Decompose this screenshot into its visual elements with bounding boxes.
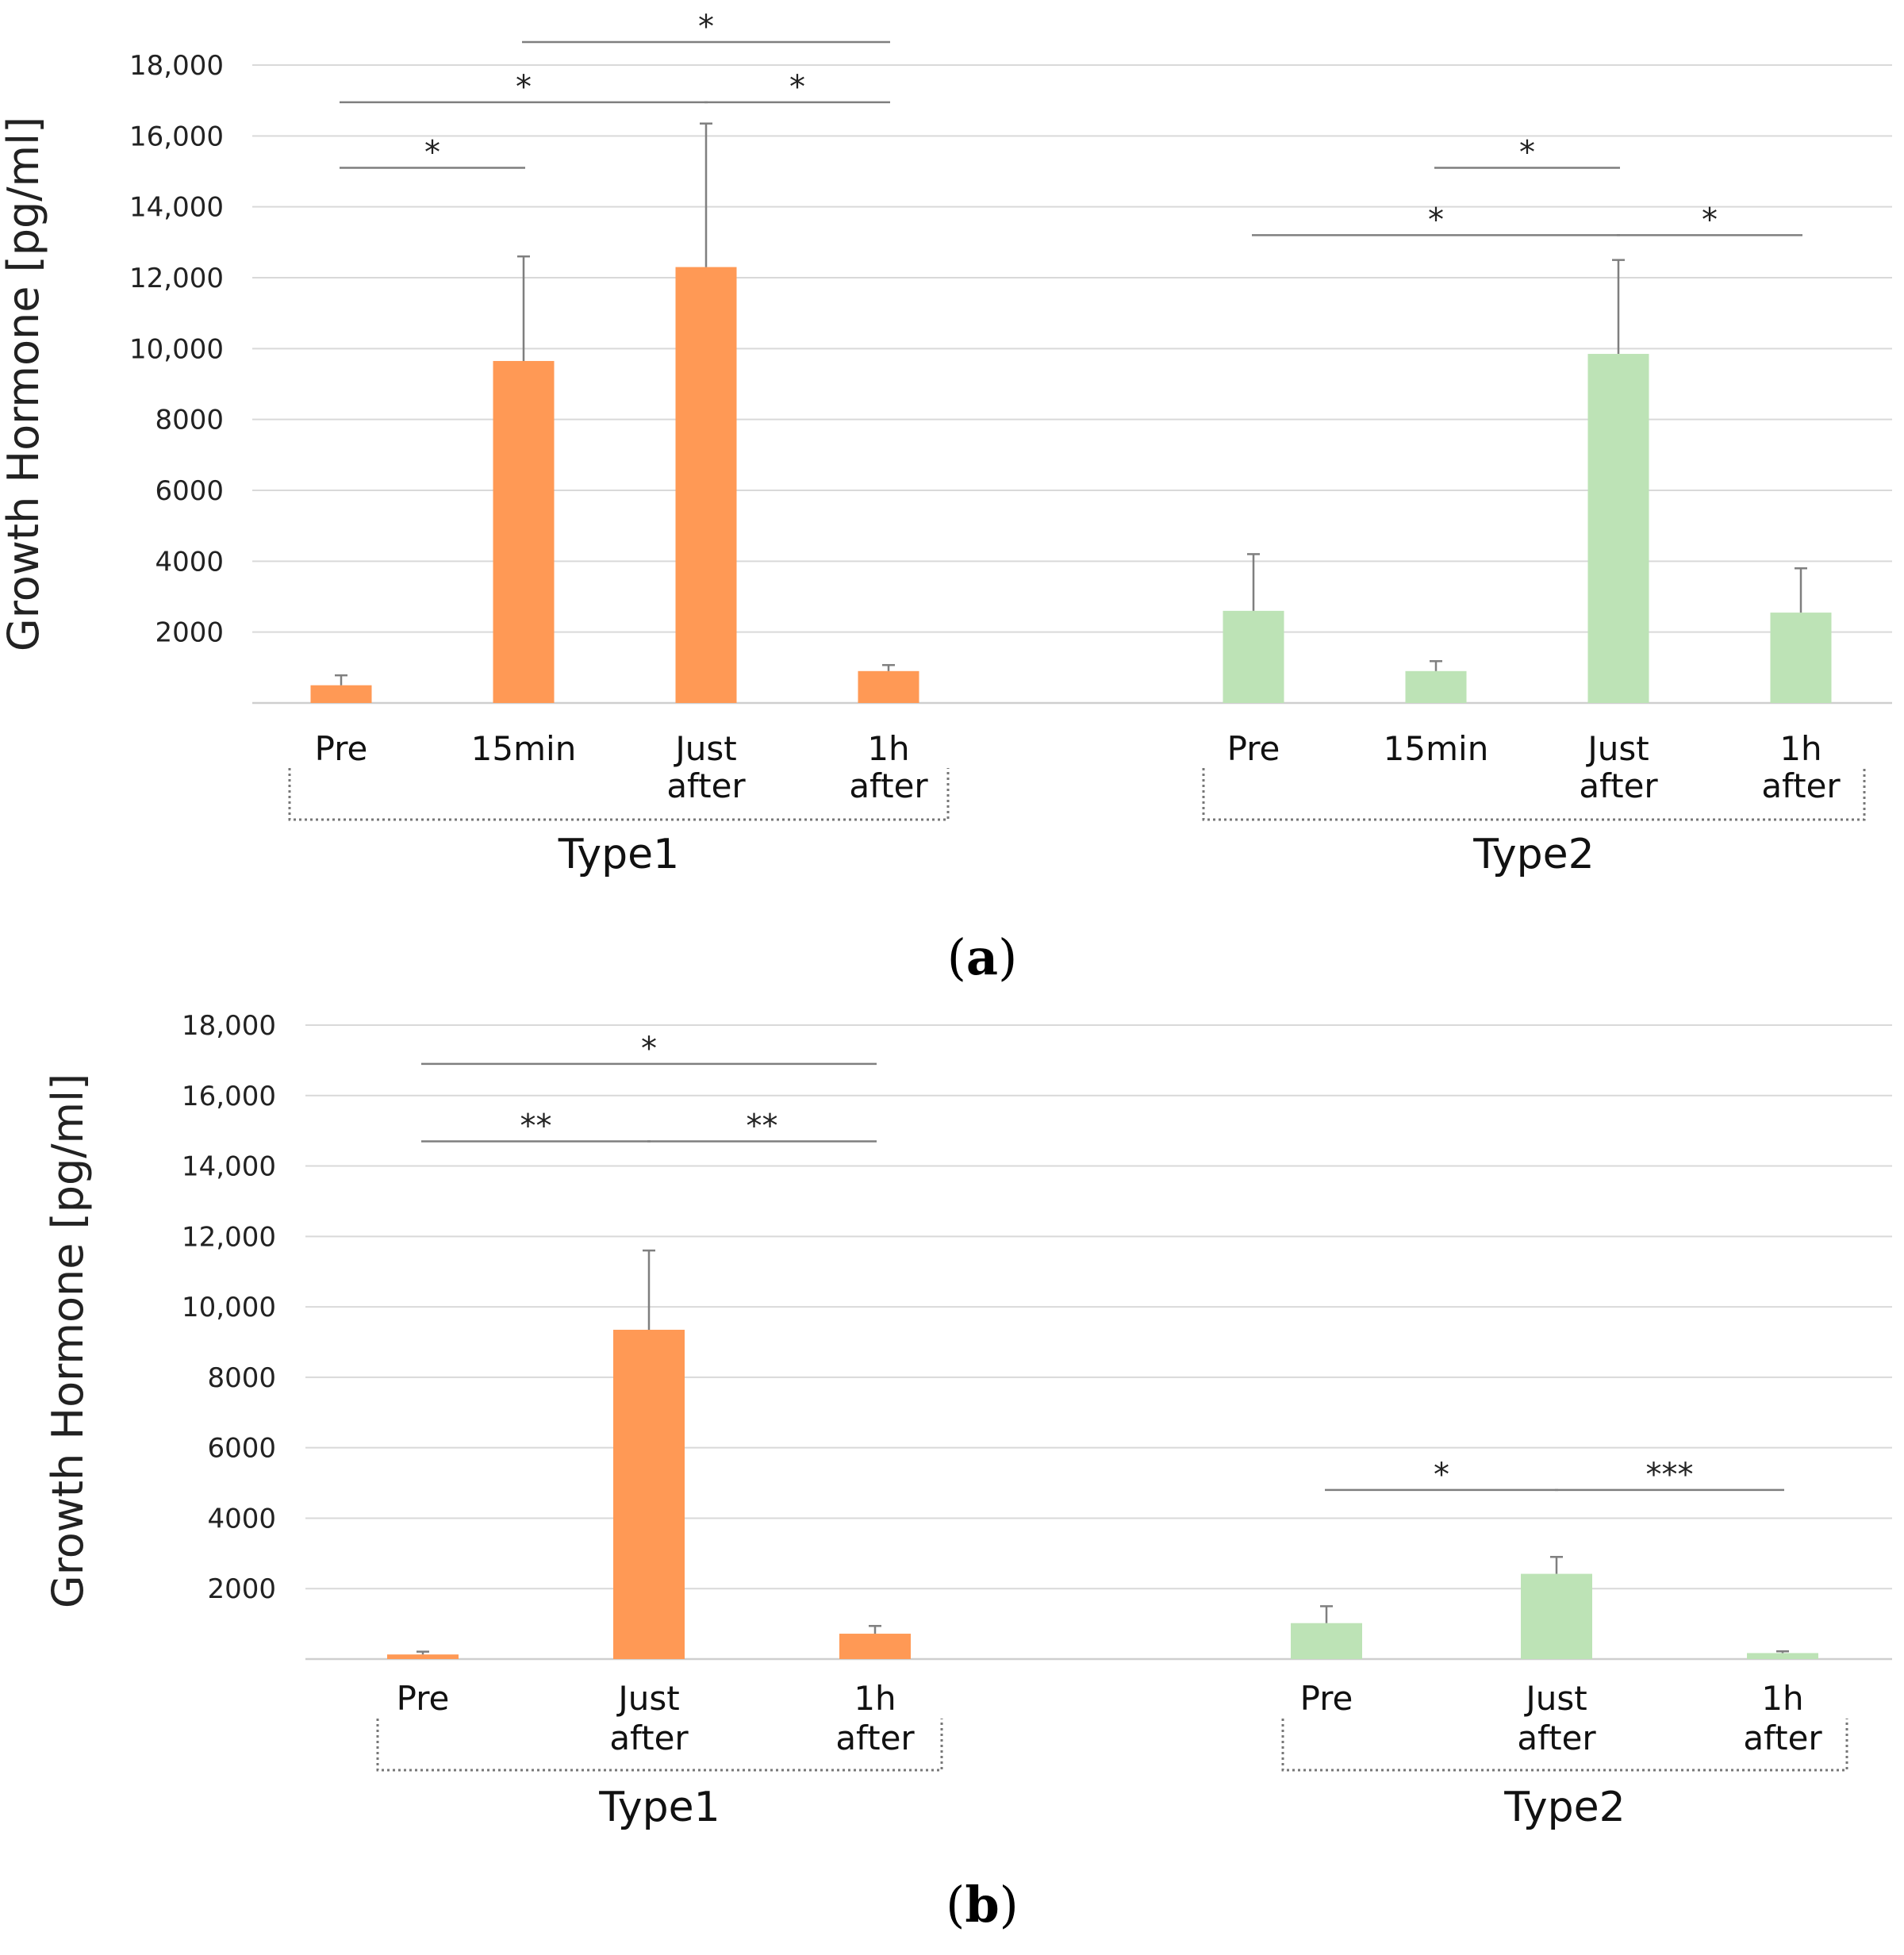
panel-label: (b) <box>946 1876 1019 1934</box>
bar <box>310 685 372 703</box>
y-tick-label: 10,000 <box>129 333 224 365</box>
panel-b-chart: 2000 4000 6000 8000 10,000 12,000 14,000 16,000… <box>43 1010 1892 1934</box>
group-label: Type1 <box>558 831 680 878</box>
bar <box>858 670 919 703</box>
y-tick-label: 14,000 <box>129 192 224 224</box>
category-label: Pre <box>1300 1679 1353 1718</box>
significance-label: * <box>424 135 440 171</box>
category-label: Just <box>673 729 736 768</box>
y-tick-label: 4000 <box>207 1503 276 1534</box>
bar <box>1223 610 1284 703</box>
y-tick-label: 18,000 <box>182 1010 276 1042</box>
bar <box>1405 670 1467 703</box>
category-label: 1h <box>854 1679 896 1718</box>
category-label: 1h <box>1779 729 1821 768</box>
significance-label: * <box>1519 135 1535 171</box>
category-label: Pre <box>1227 729 1280 768</box>
category-label: 15min <box>471 729 577 768</box>
category-label: Just <box>1523 1679 1587 1718</box>
category-label: 1h <box>1761 1679 1803 1718</box>
y-tick-label: 2000 <box>207 1573 276 1605</box>
significance-label: ** <box>747 1108 778 1144</box>
significance-label: * <box>1428 202 1444 238</box>
y-tick-label: 8000 <box>155 405 224 436</box>
significance-label: * <box>1434 1457 1449 1493</box>
y-tick-label: 10,000 <box>182 1292 276 1323</box>
bar <box>1587 354 1649 703</box>
y-tick-label: 14,000 <box>182 1151 276 1183</box>
y-tick-label: 16,000 <box>129 121 224 152</box>
category-label: after <box>1761 766 1841 805</box>
category-label: 1h <box>867 729 909 768</box>
group-label: Type2 <box>1503 1784 1626 1831</box>
category-label: after <box>666 766 746 805</box>
y-axis-label: Growth Hormone [pg/ml] <box>0 117 48 651</box>
category-label: 15min <box>1384 729 1489 768</box>
bar <box>613 1329 685 1659</box>
category-label: Just <box>1585 729 1649 768</box>
significance-label: *** <box>1646 1457 1694 1493</box>
bar <box>1747 1653 1818 1659</box>
significance-label: * <box>698 9 714 45</box>
category-label: Just <box>616 1679 679 1718</box>
y-tick-label: 18,000 <box>129 50 224 82</box>
category-label: after <box>1743 1719 1822 1757</box>
group-bracket <box>376 1719 943 1772</box>
category-label: after <box>1579 766 1658 805</box>
bar <box>675 267 737 704</box>
bar <box>1521 1573 1592 1659</box>
significance-label: * <box>1702 202 1718 238</box>
y-tick-label: 16,000 <box>182 1081 276 1112</box>
y-tick-label: 4000 <box>155 546 224 578</box>
category-label: after <box>1517 1719 1596 1757</box>
category-label: after <box>849 766 928 805</box>
category-label: after <box>835 1719 915 1757</box>
group-label: Type1 <box>598 1784 720 1831</box>
significance-label: * <box>516 69 532 106</box>
y-tick-label: 2000 <box>155 617 224 649</box>
group-label: Type2 <box>1472 831 1595 878</box>
significance-label: ** <box>520 1108 552 1144</box>
panel-label: (a) <box>947 928 1018 986</box>
bar <box>1770 613 1832 703</box>
bar <box>839 1634 911 1659</box>
group-bracket <box>1281 1719 1848 1772</box>
category-label: after <box>609 1719 689 1757</box>
y-tick-label: 12,000 <box>182 1221 276 1253</box>
category-label: Pre <box>397 1679 450 1718</box>
y-tick-label: 6000 <box>155 475 224 507</box>
y-tick-label: 12,000 <box>129 263 224 294</box>
category-label: Pre <box>315 729 368 768</box>
y-axis-label: Growth Hormone [pg/ml] <box>43 1074 93 1608</box>
significance-label: * <box>641 1031 657 1067</box>
bar <box>1291 1623 1362 1659</box>
bar <box>387 1654 459 1659</box>
panel-a-chart: 2000 4000 6000 8000 10,000 12,000 14,000 16,000… <box>0 9 1892 986</box>
y-tick-label: 8000 <box>207 1362 276 1394</box>
bar <box>493 360 555 703</box>
y-tick-label: 6000 <box>207 1433 276 1465</box>
significance-label: * <box>789 69 805 106</box>
